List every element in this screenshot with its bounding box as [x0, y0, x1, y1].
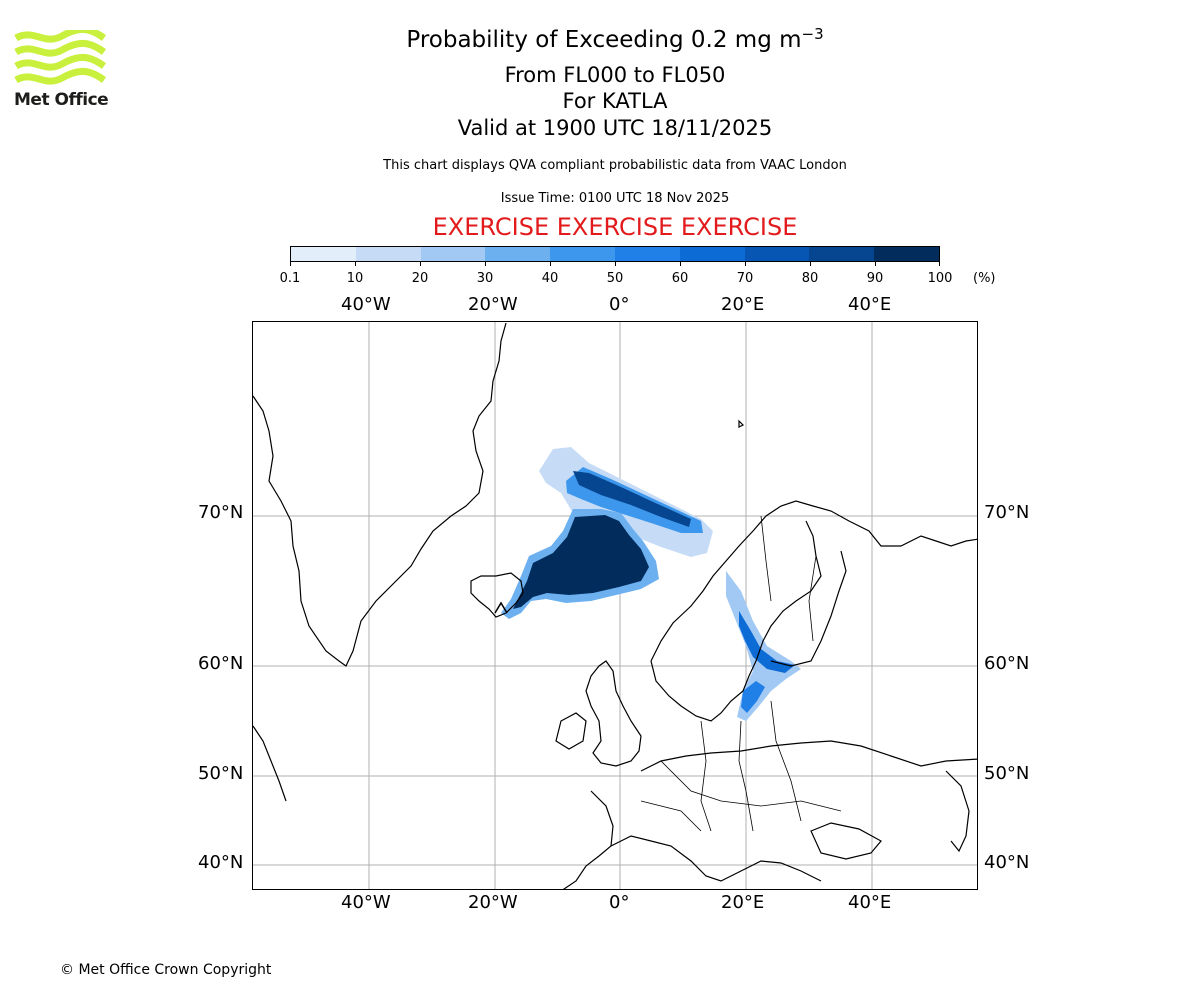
lat-label-left: 40°N [198, 852, 244, 873]
lon-label-bottom: 40°E [848, 892, 892, 913]
graticule [253, 322, 977, 889]
lon-label-bottom: 20°W [468, 892, 518, 913]
flight-level-range: From FL000 to FL050 [504, 63, 726, 87]
met-office-logo-text: Met Office [14, 90, 109, 110]
copyright: © Met Office Crown Copyright [60, 962, 272, 978]
lon-label-top: 20°W [468, 294, 518, 315]
chart-description: This chart displays QVA compliant probab… [383, 158, 847, 173]
lat-label-left: 50°N [198, 763, 244, 784]
volcano-name: For KATLA [562, 89, 668, 113]
colorbar-tick-label: 90 [866, 271, 884, 286]
map-canvas [253, 322, 977, 889]
met-office-logo: Met Office [14, 26, 109, 112]
lon-label-top: 20°E [721, 294, 765, 315]
volcano-marker-icon [494, 601, 508, 614]
map-plot-area[interactable] [252, 321, 978, 890]
lat-label-right: 60°N [984, 653, 1030, 674]
colorbar-tick-label: 100 [927, 271, 953, 286]
colorbar-segment [744, 247, 810, 261]
colorbar-tick-label: 20 [411, 271, 429, 286]
lat-label-left: 70°N [198, 502, 244, 523]
lat-label-right: 50°N [984, 763, 1030, 784]
colorbar-ticks [290, 262, 940, 268]
chart-title: Probability of Exceeding 0.2 mg m−3 [406, 25, 824, 54]
lon-label-top: 40°W [341, 294, 391, 315]
colorbar-segment [550, 247, 615, 261]
lon-label-bottom: 20°E [721, 892, 765, 913]
colorbar-tick-label: 70 [736, 271, 754, 286]
colorbar-tick-label: 10 [346, 271, 364, 286]
colorbar-segment [291, 247, 356, 261]
lon-label-bottom: 0° [609, 892, 630, 913]
colorbar-tick-label: 30 [476, 271, 494, 286]
lat-label-right: 40°N [984, 852, 1030, 873]
issue-time: Issue Time: 0100 UTC 18 Nov 2025 [500, 191, 730, 206]
lat-label-right: 70°N [984, 502, 1030, 523]
colorbar-unit: (%) [973, 271, 996, 286]
colorbar-segment [614, 247, 680, 261]
lon-label-top: 0° [609, 294, 630, 315]
lon-label-top: 40°E [848, 294, 892, 315]
lat-label-left: 60°N [198, 653, 244, 674]
colorbar-tick-label: 40 [541, 271, 559, 286]
coastlines [253, 322, 977, 889]
valid-time: Valid at 1900 UTC 18/11/2025 [457, 116, 773, 140]
country-borders [640, 515, 842, 832]
colorbar-segment [420, 247, 486, 261]
lon-label-bottom: 40°W [341, 892, 391, 913]
colorbar-tick-label: 80 [801, 271, 819, 286]
met-office-waves-icon [14, 26, 107, 85]
colorbar-segment [485, 247, 551, 261]
probability-colorbar [290, 246, 940, 262]
colorbar-segment [355, 247, 421, 261]
exercise-banner: EXERCISE EXERCISE EXERCISE [432, 213, 798, 241]
colorbar-tick-label: 50 [606, 271, 624, 286]
ash-probability-field [501, 447, 801, 721]
colorbar-tick-label: 60 [671, 271, 689, 286]
colorbar-segment [679, 247, 745, 261]
colorbar-segment [809, 247, 875, 261]
colorbar-tick-label: 0.1 [279, 271, 301, 286]
colorbar-segment [874, 247, 939, 261]
